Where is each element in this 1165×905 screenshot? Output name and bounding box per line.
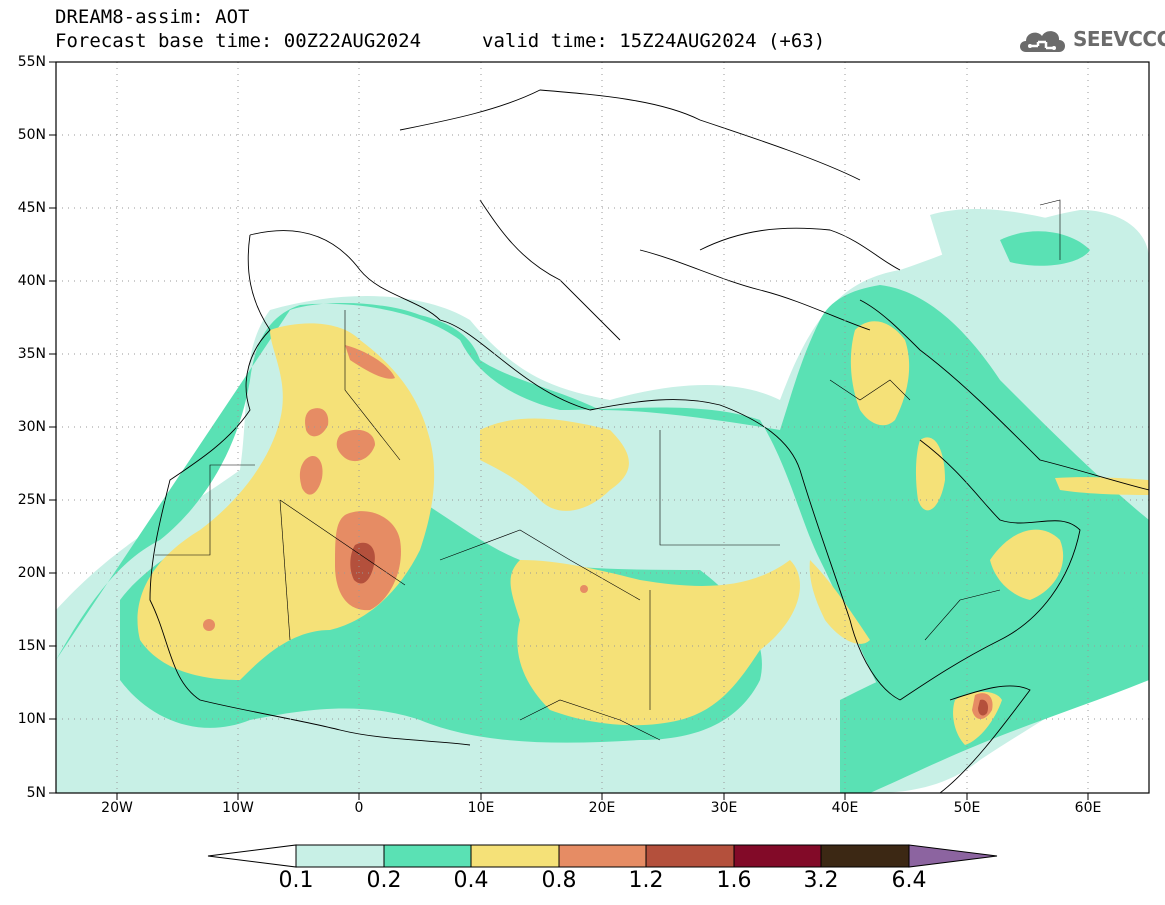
aot-band-02d	[1000, 231, 1090, 266]
colorbar-bin-3	[470, 844, 560, 868]
title-line-1: DREAM8-assim: AOT	[55, 6, 250, 28]
aot-band-04d	[850, 321, 910, 426]
lon-label-50e: 50E	[953, 800, 981, 816]
lat-label-25n: 25N	[17, 492, 46, 508]
colorbar-label-6-4: 6.4	[891, 868, 927, 893]
aot-band-08e	[345, 345, 395, 379]
colorbar-label-0-4: 0.4	[453, 868, 489, 893]
lat-label-50n: 50N	[17, 127, 46, 143]
title-line-3: valid time: 15Z24AUG2024 (+63)	[482, 30, 826, 52]
aot-spot-08	[203, 619, 215, 631]
colorbar-bin-6	[733, 844, 822, 868]
coastlines	[149, 89, 1149, 793]
title-line-2: Forecast base time: 00Z22AUG2024	[55, 30, 422, 52]
lat-label-20n: 20N	[17, 565, 46, 581]
aot-band-04e	[809, 560, 870, 644]
colorbar-over-arrow	[908, 844, 998, 868]
lat-lon-grid	[56, 62, 1149, 793]
colorbar-bin-2	[383, 844, 472, 868]
aot-band-04b	[480, 418, 629, 511]
colorbar-label-3-2: 3.2	[803, 868, 839, 893]
colorbar-under-arrow	[207, 844, 297, 868]
aot-spot-08b	[580, 585, 588, 593]
colorbar-label-0-1: 0.1	[278, 868, 314, 893]
logo-text: SEEVCCC	[1073, 27, 1165, 51]
aot-band-08d	[305, 408, 329, 437]
colorbar-bin-4	[558, 844, 647, 868]
colorbar	[207, 844, 998, 868]
aot-band-04c	[510, 560, 800, 726]
colorbar-label-0-2: 0.2	[366, 868, 402, 893]
lat-label-30n: 30N	[17, 419, 46, 435]
colorbar-label-1-2: 1.2	[628, 868, 664, 893]
lat-label-10n: 10N	[17, 711, 46, 727]
lon-label-10e: 10E	[467, 800, 495, 816]
aot-band-04g	[915, 437, 945, 511]
cloud-icon	[1020, 31, 1065, 52]
lat-label-15n: 15N	[17, 638, 46, 654]
colorbar-label-0-8: 0.8	[541, 868, 577, 893]
aot-band-08b	[336, 429, 375, 462]
seevccc-logo: SEEVCCC	[1016, 22, 1165, 58]
lat-label-35n: 35N	[17, 346, 46, 362]
lon-label-10w: 10W	[222, 800, 254, 816]
lon-label-30e: 30E	[710, 800, 738, 816]
lon-label-20e: 20E	[588, 800, 616, 816]
lat-label-55n: 55N	[17, 54, 46, 70]
aot-band-08c	[299, 456, 323, 495]
lat-label-45n: 45N	[17, 200, 46, 216]
lon-label-20w: 20W	[101, 800, 133, 816]
aot-band-04f	[990, 529, 1064, 600]
colorbar-bin-1	[295, 844, 385, 868]
axis-ticks	[49, 61, 1089, 800]
lon-label-40e: 40E	[831, 800, 859, 816]
lon-label-60e: 60E	[1074, 800, 1102, 816]
aot-field	[56, 209, 1149, 793]
lon-label-0: 0	[354, 800, 364, 816]
colorbar-label-1-6: 1.6	[716, 868, 752, 893]
lat-label-40n: 40N	[17, 273, 46, 289]
colorbar-bin-5	[645, 844, 735, 868]
lat-label-5n: 5N	[26, 785, 46, 801]
aot-band-12b	[978, 699, 989, 716]
country-borders	[155, 199, 1061, 741]
colorbar-bin-7	[820, 844, 910, 868]
aot-band-04h	[1055, 477, 1149, 495]
